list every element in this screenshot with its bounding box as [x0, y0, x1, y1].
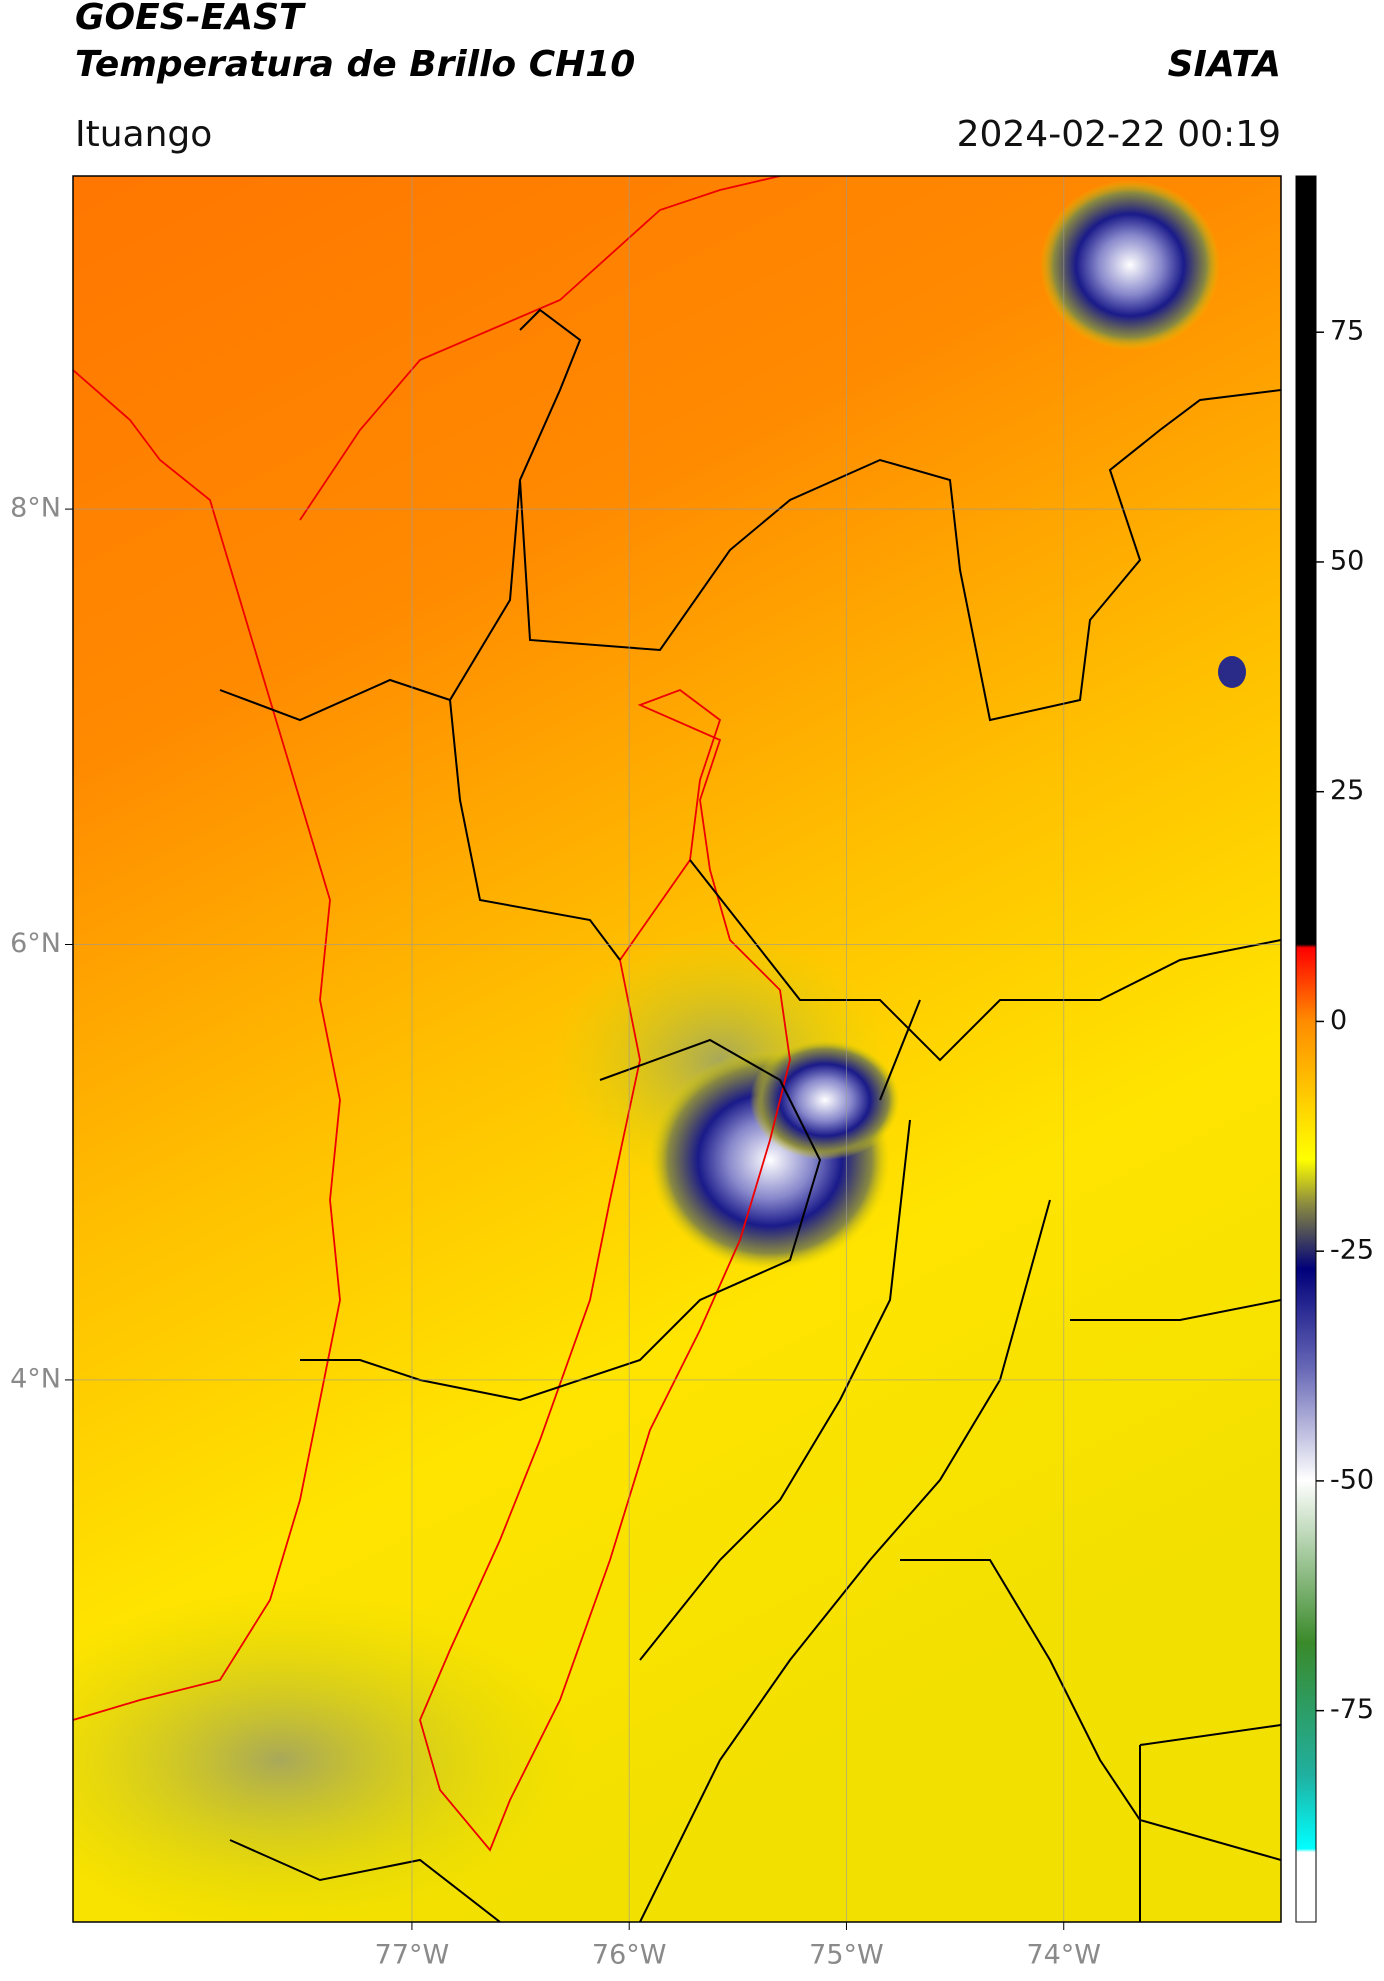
storm-cloud — [750, 1040, 900, 1160]
lat-label: 8°N — [10, 493, 61, 524]
map — [73, 176, 1281, 1922]
colorbar-tick-label: -50 — [1330, 1464, 1374, 1495]
colorbar-tick-label: 25 — [1330, 775, 1364, 806]
admin-border — [229, 699, 1281, 1922]
lat-label: 6°N — [10, 928, 61, 959]
storm-cloud — [1040, 180, 1220, 350]
colorbar-tick-label: -75 — [1330, 1694, 1374, 1725]
colorbar-tick-label: 0 — [1330, 1005, 1347, 1036]
coastline — [299, 176, 781, 521]
lon-label: 74°W — [1026, 1940, 1101, 1971]
colorbar-ramp — [1295, 175, 1317, 1923]
lon-label: 76°W — [592, 1940, 667, 1971]
colorbar: 75 50 25 0 -25 -50 -75 — [1295, 175, 1374, 1923]
graticule — [73, 176, 1281, 1922]
lon-label: 75°W — [809, 1940, 884, 1971]
datetime: 2024-02-22 00:19 — [957, 114, 1281, 155]
basin-outline — [419, 688, 791, 1852]
admin-border — [219, 308, 1281, 722]
lon-label: 77°W — [375, 1940, 450, 1971]
organization: SIATA — [1168, 44, 1281, 85]
colorbar-tick-label: 50 — [1330, 545, 1364, 576]
map-frame — [72, 175, 1282, 1923]
place: Ituango — [75, 114, 212, 155]
colorbar-tick-label: -25 — [1330, 1235, 1374, 1266]
cloud-haze — [73, 1590, 580, 1922]
colorbar-tick-label: 75 — [1330, 316, 1364, 347]
coastline — [73, 369, 341, 1721]
lat-label: 4°N — [10, 1363, 61, 1394]
storm-cloud — [1218, 656, 1246, 688]
title-line2: Temperatura de Brillo CH10 — [75, 44, 635, 85]
title-line1: GOES-EAST — [75, 0, 306, 38]
